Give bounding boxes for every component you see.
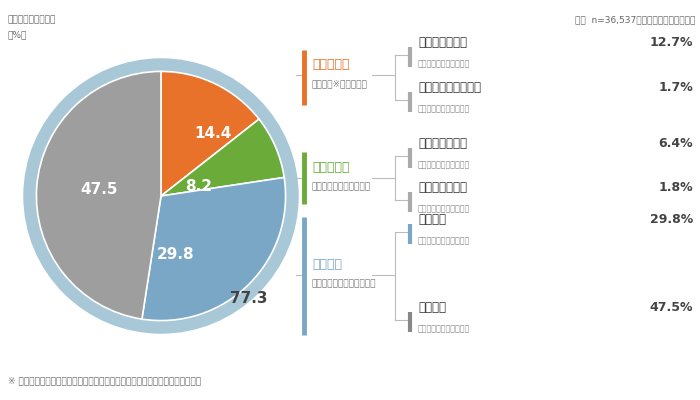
Text: 意欲なし趣味層: 意欲なし趣味層 xyxy=(418,181,467,194)
Text: ウェイトバック処理: ウェイトバック処理 xyxy=(8,15,57,24)
Text: 自ら学び直す意欲がない: 自ら学び直す意欲がない xyxy=(418,204,470,213)
Text: 自ら学び直す意欲がある: 自ら学び直す意欲がある xyxy=(418,59,470,68)
Text: 47.5: 47.5 xyxy=(80,182,118,197)
Wedge shape xyxy=(161,119,284,196)
Text: 学び直し※をしている: 学び直し※をしている xyxy=(312,79,368,88)
Text: 意欲あり趣味層: 意欲あり趣味層 xyxy=(418,137,467,150)
Text: 趣味の学習だけしている: 趣味の学習だけしている xyxy=(312,182,371,191)
Text: 非学習層: 非学習層 xyxy=(312,258,342,271)
Text: 77.3: 77.3 xyxy=(230,291,267,306)
Text: 8.2: 8.2 xyxy=(185,178,212,194)
Text: 学び直し積極層: 学び直し積極層 xyxy=(418,36,467,49)
Text: 自ら学び直す意欲がない: 自ら学び直す意欲がない xyxy=(418,104,470,113)
Text: 1.7%: 1.7% xyxy=(658,81,693,94)
Text: 全体  n=36,537（スクリーニング調査）: 全体 n=36,537（スクリーニング調査） xyxy=(575,15,695,24)
Text: 不活性層: 不活性層 xyxy=(418,301,446,314)
Circle shape xyxy=(24,59,298,333)
Text: やむなく学び直し層: やむなく学び直し層 xyxy=(418,81,481,94)
Text: 1.8%: 1.8% xyxy=(659,181,693,194)
Text: 14.4: 14.4 xyxy=(195,126,232,141)
Text: 29.8%: 29.8% xyxy=(650,213,693,226)
Text: 自ら学び直す意欲がある: 自ら学び直す意欲がある xyxy=(418,236,470,245)
Text: 自ら学び直す意欲がある: 自ら学び直す意欲がある xyxy=(418,160,470,169)
Text: 自ら学び直す意欲がない: 自ら学び直す意欲がない xyxy=(418,324,470,333)
Text: ※ 学び直し：業務外の時間に、仕事やキャリアに関して継続して学習すること: ※ 学び直し：業務外の時間に、仕事やキャリアに関して継続して学習すること xyxy=(8,376,201,385)
Text: 29.8: 29.8 xyxy=(157,247,195,262)
Text: 47.5%: 47.5% xyxy=(650,301,693,314)
Text: 趣味学習層: 趣味学習層 xyxy=(312,161,349,174)
Text: 学び直し層: 学び直し層 xyxy=(312,58,349,71)
Text: 6.4%: 6.4% xyxy=(659,137,693,150)
Text: 特に学んでいることはない: 特に学んでいることはない xyxy=(312,279,377,288)
Text: 口だけ層: 口だけ層 xyxy=(418,213,446,226)
Text: （%）: （%） xyxy=(8,30,27,39)
Text: 12.7%: 12.7% xyxy=(650,36,693,49)
Wedge shape xyxy=(142,178,286,320)
Wedge shape xyxy=(161,72,259,196)
Wedge shape xyxy=(36,72,161,319)
